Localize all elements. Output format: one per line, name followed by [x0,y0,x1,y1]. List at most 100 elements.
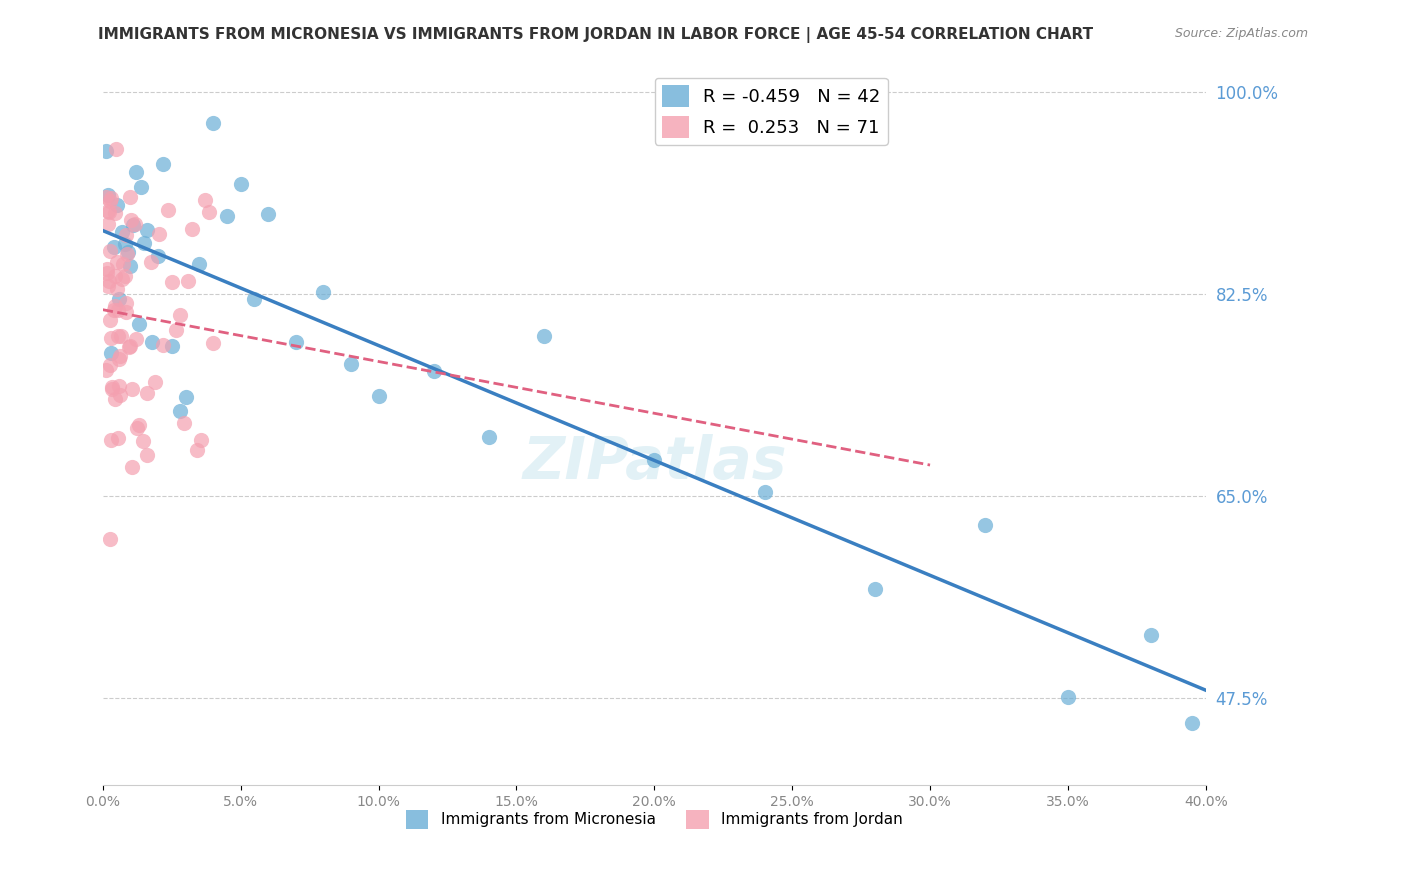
Point [974,517,997,532]
Point [105,255,128,269]
Point [100,345,122,359]
Point [101,382,124,396]
Point [98,313,121,327]
Point [97,204,120,219]
Point [152,157,174,171]
Point [103,240,125,254]
Point [114,268,136,283]
Point [215,209,238,223]
Point [125,421,148,435]
Point [97,187,120,202]
Point [111,225,134,239]
Point [97,217,120,231]
Point [115,247,138,261]
Point [198,204,221,219]
Point [169,309,191,323]
Point [108,351,131,366]
Point [115,296,138,310]
Point [128,317,150,331]
Point [117,244,139,259]
Point [118,189,141,203]
Point [422,364,444,378]
Point [105,282,128,296]
Point [94,144,117,158]
Point [135,222,157,236]
Point [1139,628,1161,642]
Point [112,257,135,271]
Point [98,194,121,208]
Point [120,213,142,227]
Point [98,359,121,373]
Point [156,202,179,217]
Text: ZIPatlas: ZIPatlas [522,434,786,491]
Point [125,165,148,179]
Point [105,197,128,211]
Point [104,392,127,406]
Point [202,116,225,130]
Point [229,177,252,191]
Point [96,262,118,277]
Point [115,227,138,242]
Point [124,217,146,231]
Point [108,292,131,306]
Point [139,254,162,268]
Point [141,334,163,349]
Text: Source: ZipAtlas.com: Source: ZipAtlas.com [1174,27,1308,40]
Point [754,484,776,499]
Point [125,332,148,346]
Point [107,329,129,343]
Point [135,448,157,462]
Point [284,334,307,349]
Point [134,236,156,251]
Point [114,236,136,251]
Point [340,358,363,372]
Point [104,299,127,313]
Point [152,338,174,352]
Point [118,340,141,354]
Point [165,323,187,337]
Point [188,257,211,271]
Point [107,302,129,317]
Point [96,266,118,280]
Legend: Immigrants from Micronesia, Immigrants from Jordan: Immigrants from Micronesia, Immigrants f… [399,804,910,835]
Point [863,582,886,596]
Point [186,443,208,458]
Point [94,363,117,377]
Text: IMMIGRANTS FROM MICRONESIA VS IMMIGRANTS FROM JORDAN IN LABOR FORCE | AGE 45-54 : IMMIGRANTS FROM MICRONESIA VS IMMIGRANTS… [98,27,1094,43]
Point [135,386,157,401]
Point [146,249,169,263]
Point [121,459,143,474]
Point [104,142,127,156]
Point [122,218,145,232]
Point [1181,715,1204,730]
Point [104,269,127,284]
Point [132,434,155,449]
Point [100,433,122,447]
Point [120,339,142,353]
Point [108,379,131,393]
Point [100,331,122,345]
Point [177,274,200,288]
Point [110,329,132,343]
Point [181,222,204,236]
Point [97,204,120,219]
Point [169,404,191,418]
Point [533,329,555,343]
Point [367,388,389,402]
Point [108,388,131,402]
Point [121,382,143,396]
Point [104,206,127,220]
Point [110,349,132,363]
Point [98,274,121,288]
Point [114,305,136,319]
Point [312,285,335,299]
Point [107,431,129,445]
Point [103,302,125,317]
Point [243,292,266,306]
Point [94,190,117,204]
Point [98,533,121,547]
Point [643,452,665,467]
Point [174,391,197,405]
Point [98,244,121,258]
Point [478,430,501,444]
